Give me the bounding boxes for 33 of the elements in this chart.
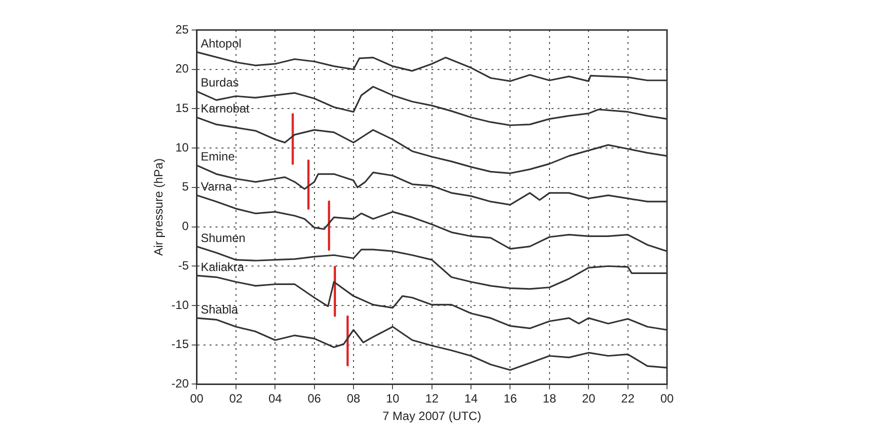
series-label: Ahtopol [200,36,242,50]
y-tick-label: -10 [171,298,190,312]
series-label: Burdas [200,76,239,90]
series-label: Kaliakra [200,260,244,274]
x-tick-label: 08 [346,392,360,406]
series-label: Karnobat [200,102,250,116]
series-label: Varna [200,180,232,194]
x-axis-title: 7 May 2007 (UTC) [382,409,482,424]
x-tick-label: 06 [308,392,322,406]
y-tick-label: 10 [175,140,190,154]
y-tick-label: 15 [175,101,190,116]
series-label: Shabla [200,302,238,316]
y-tick-label: -15 [171,337,190,352]
x-tick-label: 14 [464,392,478,406]
x-tick-label: 12 [425,392,439,406]
x-tick-label: 10 [386,392,400,406]
y-tick-label: -20 [171,376,190,391]
series-label: Emine [200,150,236,164]
x-tick-label: 20 [582,392,596,406]
y-axis-title: Air pressure (hPa) [152,158,166,256]
y-tick-label: 0 [182,219,190,234]
y-tick-label: 20 [175,62,190,76]
x-tick-label: 16 [504,392,518,406]
x-tick-label: 04 [268,392,282,406]
x-tick-label: 22 [621,392,635,406]
x-tick-label: 18 [542,392,556,406]
x-tick-label: 02 [229,392,243,406]
x-tick-label: 00 [660,392,674,406]
y-tick-label: 5 [182,180,190,194]
y-tick-label: 25 [175,22,190,36]
x-tick-label: 00 [190,392,204,406]
series-label: Shumen [200,230,246,245]
y-tick-label: -5 [178,258,190,272]
